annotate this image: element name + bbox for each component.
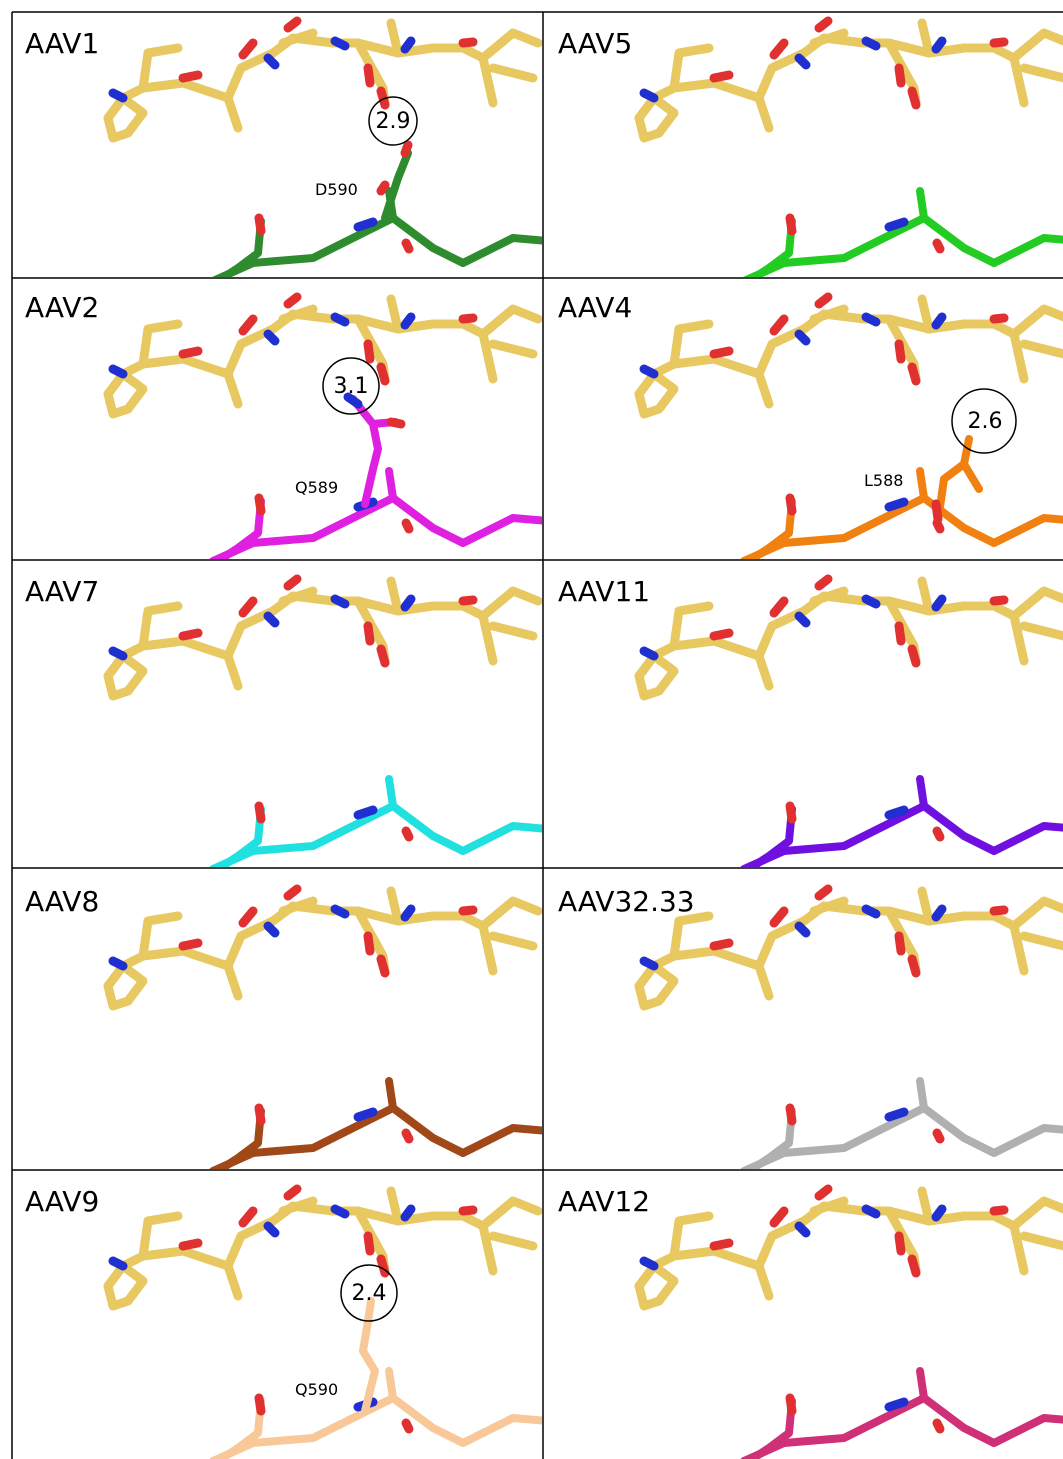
distance-label: 2.6 — [968, 409, 1003, 434]
residue-label: L588 — [864, 471, 903, 490]
panel-label: AAV7 — [25, 575, 99, 608]
distance-label: 3.1 — [334, 374, 369, 399]
panel: 2.4 Q590 AAV9 — [25, 1185, 548, 1459]
panel: AAV12 — [558, 1185, 1063, 1459]
panel-label: AAV8 — [25, 885, 99, 918]
panel-label: AAV5 — [558, 27, 632, 60]
panel: AAV5 — [558, 21, 1063, 281]
panel: AAV32.33 — [558, 885, 1063, 1171]
panel-label: AAV9 — [25, 1185, 99, 1218]
panel-label: AAV32.33 — [558, 885, 695, 918]
panel-label: AAV1 — [25, 27, 99, 60]
panel: 2.6 L588 AAV4 — [558, 291, 1063, 561]
residue-label: Q589 — [295, 478, 338, 497]
panel-label: AAV4 — [558, 291, 632, 324]
distance-label: 2.4 — [352, 1281, 387, 1306]
distance-label: 2.9 — [376, 109, 411, 134]
panel: 3.1 Q589 AAV2 — [25, 291, 548, 561]
residue-label: D590 — [315, 180, 358, 199]
panel: 2.9 D590 AAV1 — [25, 21, 548, 281]
panel-label: AAV12 — [558, 1185, 650, 1218]
panel-label: AAV2 — [25, 291, 99, 324]
panel: AAV11 — [558, 575, 1063, 869]
panel: AAV7 — [25, 575, 548, 869]
panel-label: AAV11 — [558, 575, 650, 608]
figure: 2.9 D590 AAV1 AAV5 3.1 Q589 AAV2 2.6 L58… — [0, 0, 1063, 1459]
panel: AAV8 — [25, 885, 548, 1171]
residue-label: Q590 — [295, 1380, 338, 1399]
